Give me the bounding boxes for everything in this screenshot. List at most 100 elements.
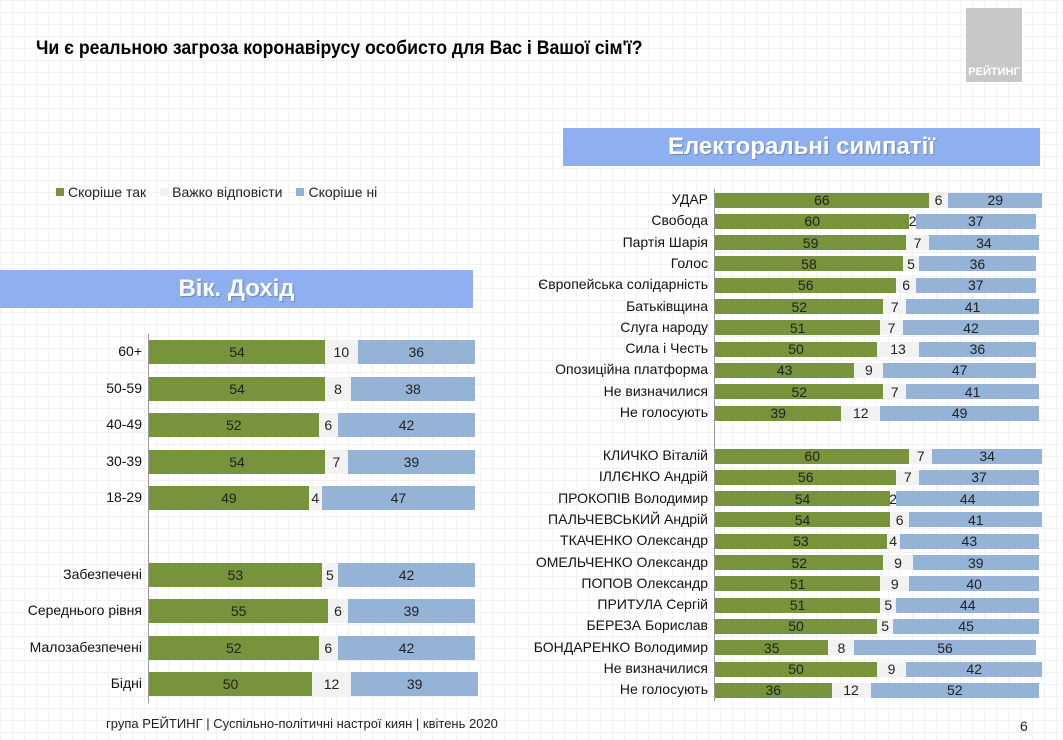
- data-label: 54: [794, 490, 811, 507]
- data-label: 29: [987, 192, 1004, 208]
- bar-no: 36: [919, 341, 1036, 358]
- bar-hard: 7: [896, 469, 920, 485]
- category-label: БОНДАРЕНКО Володимир: [533, 638, 708, 655]
- bar-no: 39: [347, 599, 475, 624]
- bar-no: 52: [870, 682, 1039, 699]
- data-label: 60: [804, 448, 820, 464]
- legend-no: Скоріше ні: [296, 184, 377, 200]
- bar-hard: 8: [325, 376, 352, 401]
- bar-yes: 39: [715, 405, 842, 421]
- category-label: Бідні: [110, 675, 142, 692]
- data-label: 7: [890, 298, 899, 315]
- bar-hard: 13: [877, 341, 920, 358]
- bar-no: 41: [906, 299, 1039, 315]
- page-number: 6: [1020, 718, 1028, 734]
- data-label: 56: [797, 277, 814, 294]
- data-label: 39: [406, 676, 423, 693]
- data-label: 6: [934, 192, 943, 208]
- bar-no: 49: [880, 405, 1039, 421]
- bar-yes: 66: [715, 192, 929, 208]
- bar-hard: 6: [318, 413, 339, 438]
- category-label: ОМЕЛЬЧЕНКО Олександр: [535, 553, 708, 570]
- data-label: 54: [794, 511, 811, 528]
- legend-label: Скоріше ні: [308, 184, 378, 200]
- bar-hard: 7: [325, 449, 348, 474]
- category-label: ПРИТУЛА Сергій: [597, 596, 708, 613]
- bar-yes: 54: [149, 449, 326, 474]
- bar-no: 41: [906, 383, 1039, 400]
- data-label: 7: [887, 319, 896, 336]
- data-label: 41: [968, 511, 984, 528]
- data-label: 50: [788, 618, 804, 635]
- legend-swatch: [296, 188, 305, 196]
- bar-yes: 54: [715, 490, 890, 507]
- data-label: 55: [230, 603, 247, 620]
- bar-yes: 50: [715, 661, 877, 677]
- data-label: 42: [963, 319, 979, 336]
- rating-logo: РЕЙТИНГ: [966, 8, 1022, 82]
- data-label: 60: [804, 213, 820, 230]
- category-label: 18-29: [106, 489, 142, 506]
- data-label: 9: [890, 575, 899, 592]
- bar-no: 42: [338, 635, 475, 660]
- data-label: 47: [390, 490, 407, 507]
- data-label: 9: [864, 362, 873, 379]
- data-label: 52: [791, 383, 808, 400]
- bar-yes: 56: [715, 469, 897, 485]
- data-label: 58: [801, 255, 817, 272]
- data-label: 5: [881, 618, 889, 635]
- category-label: 40-49: [106, 416, 142, 433]
- bar-no: 42: [902, 319, 1039, 336]
- bar-hard: 7: [883, 383, 907, 400]
- data-label: 36: [969, 341, 986, 358]
- category-label: Батьківщина: [626, 297, 708, 314]
- category-label: УДАР: [671, 191, 708, 207]
- bar-hard: 9: [877, 661, 907, 677]
- data-label: 7: [916, 448, 925, 464]
- category-label: Не визначилися: [603, 660, 708, 676]
- data-label: 9: [887, 661, 896, 677]
- data-label: 51: [789, 319, 806, 336]
- bar-yes: 58: [715, 255, 903, 272]
- data-label: 42: [966, 661, 982, 677]
- data-label: 52: [946, 682, 963, 699]
- category-label: Не голосують: [619, 404, 708, 420]
- bar-hard: 12: [312, 672, 352, 697]
- bar-hard: 4: [308, 486, 322, 511]
- bar-yes: 53: [149, 562, 322, 587]
- bar-no: 41: [909, 511, 1043, 528]
- bar-no: 37: [915, 277, 1036, 293]
- bar-yes: 52: [149, 413, 319, 438]
- bar-yes: 53: [715, 533, 887, 549]
- legend-label: Скоріше так: [68, 184, 147, 200]
- bar-hard: 5: [880, 597, 897, 613]
- data-label: 9: [894, 554, 902, 571]
- bar-yes: 35: [715, 640, 829, 656]
- legend: Скоріше так Важко відповісти Скоріше ні: [56, 184, 377, 200]
- data-label: 52: [791, 554, 808, 571]
- category-label: Малозабезпечені: [29, 638, 142, 655]
- bar-no: 45: [893, 618, 1039, 634]
- bar-hard: 9: [883, 554, 913, 571]
- data-label: 8: [837, 639, 846, 656]
- data-label: 7: [890, 383, 899, 400]
- data-label: 41: [964, 383, 981, 400]
- bar-no: 47: [883, 362, 1036, 378]
- bar-no: 39: [912, 555, 1039, 571]
- bar-hard: 5: [877, 618, 894, 635]
- bar-no: 34: [932, 448, 1043, 464]
- category-label: ІЛЛЄНКО Андрій: [598, 468, 708, 485]
- legend-label: Важко відповісти: [172, 184, 283, 200]
- data-label: 13: [890, 341, 906, 358]
- data-label: 54: [229, 380, 245, 397]
- data-label: 39: [403, 603, 420, 620]
- data-label: 42: [398, 639, 415, 656]
- bar-no: 36: [919, 256, 1036, 272]
- bar-hard: 6: [318, 635, 339, 660]
- data-label: 12: [853, 405, 869, 421]
- bar-no: 39: [347, 449, 475, 474]
- category-label: Не визначилися: [603, 382, 708, 399]
- bar-yes: 52: [715, 383, 884, 400]
- bar-yes: 52: [149, 635, 319, 660]
- bar-no: 42: [906, 661, 1043, 677]
